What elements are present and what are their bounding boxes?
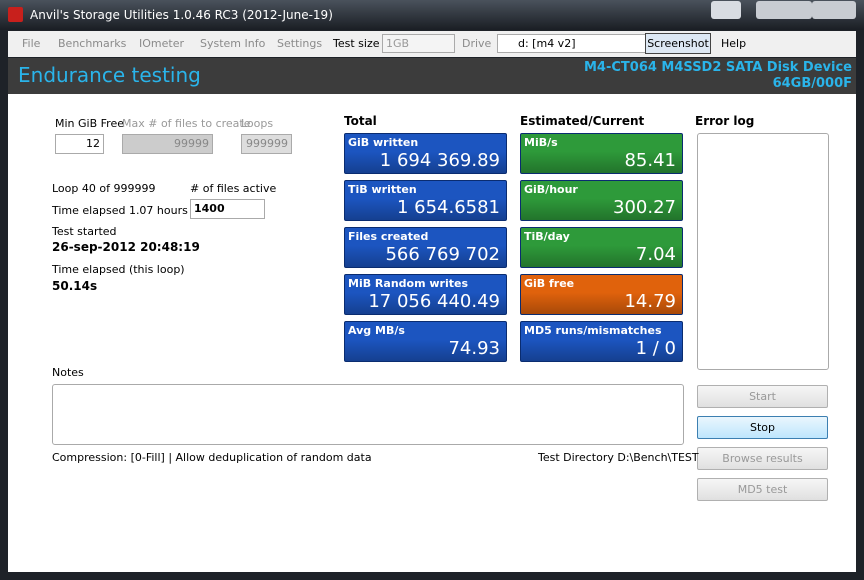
metric-tile: Avg MB/s 74.93 xyxy=(344,321,507,362)
metric-value: 566 769 702 xyxy=(385,244,500,265)
menu-item[interactable]: System Info xyxy=(200,37,266,50)
notes-label: Notes xyxy=(52,366,84,379)
menu-item[interactable]: Help xyxy=(721,37,747,50)
column-title: Estimated/Current xyxy=(520,114,645,128)
files-active: 1400 xyxy=(190,199,265,219)
metric-label: TiB written xyxy=(348,183,417,196)
test-size-combo[interactable]: 1GB xyxy=(382,34,455,53)
metric-tile: GiB written 1 694 369.89 xyxy=(344,133,507,174)
menu-item[interactable]: Benchmarks xyxy=(58,37,127,50)
content: Min GiB Free 12 Max # of files to create… xyxy=(8,94,856,572)
label: Min GiB Free xyxy=(55,117,124,130)
elapsed: Time elapsed 1.07 hours xyxy=(52,204,188,217)
metric-tile: MiB Random writes 17 056 440.49 xyxy=(344,274,507,315)
menu-bar: File Benchmarks IOmeter System Info Sett… xyxy=(8,31,856,57)
started: 26-sep-2012 20:48:19 xyxy=(52,240,200,254)
md5-button[interactable]: MD5 test xyxy=(697,478,828,501)
metric-label: Files created xyxy=(348,230,429,243)
metric-tile: Files created 566 769 702 xyxy=(344,227,507,268)
firmware: 64GB/000F xyxy=(772,76,852,91)
notes-box[interactable] xyxy=(52,384,684,445)
screenshot-button[interactable]: Screenshot xyxy=(645,33,711,54)
metric-tile: MiB/s 85.41 xyxy=(520,133,683,174)
metric-tile: GiB free 14.79 xyxy=(520,274,683,315)
compression: Compression: [0-Fill] | Allow deduplicat… xyxy=(52,451,372,464)
header: Endurance testing M4-CT064 M4SSD2 SATA D… xyxy=(8,58,856,94)
browse-button[interactable]: Browse results xyxy=(697,447,828,470)
max-files-input[interactable]: 99999 xyxy=(122,134,213,154)
metric-tile: TiB written 1 654.6581 xyxy=(344,180,507,221)
metric-value: 1 / 0 xyxy=(635,338,676,359)
metric-tile: GiB/hour 300.27 xyxy=(520,180,683,221)
min-max-buttons[interactable] xyxy=(756,1,812,19)
start-button[interactable]: Start xyxy=(697,385,828,408)
menu-item[interactable]: File xyxy=(22,37,41,50)
page-title: Endurance testing xyxy=(18,63,201,87)
metric-label: MD5 runs/mismatches xyxy=(524,324,662,337)
error-log xyxy=(697,133,829,370)
label: Time elapsed (this loop) xyxy=(52,263,185,276)
label: Loops xyxy=(241,117,274,130)
menu-item[interactable]: IOmeter xyxy=(139,37,184,50)
device: M4-CT064 M4SSD2 SATA Disk Device xyxy=(583,60,852,75)
loop-status: Loop 40 of 999999 xyxy=(52,182,156,195)
metric-label: GiB free xyxy=(524,277,575,290)
title-bar: Anvil's Storage Utilities 1.0.46 RC3 (20… xyxy=(0,0,864,30)
label: Test started xyxy=(52,225,117,238)
metric-label: Avg MB/s xyxy=(348,324,405,337)
label: Test size xyxy=(333,37,380,50)
metric-tile: MD5 runs/mismatches 1 / 0 xyxy=(520,321,683,362)
close-button[interactable] xyxy=(812,1,856,19)
metric-value: 7.04 xyxy=(635,244,676,265)
metric-value: 14.79 xyxy=(624,291,676,312)
metric-tile: TiB/day 7.04 xyxy=(520,227,683,268)
app-icon xyxy=(8,7,23,22)
loops-input[interactable]: 999999 xyxy=(241,134,292,154)
window-title: Anvil's Storage Utilities 1.0.46 RC3 (20… xyxy=(30,8,333,22)
metric-label: TiB/day xyxy=(524,230,570,243)
metric-value: 1 654.6581 xyxy=(396,197,500,218)
metric-label: GiB/hour xyxy=(524,183,578,196)
label: # of files active xyxy=(190,182,277,195)
metric-value: 300.27 xyxy=(613,197,676,218)
label: Drive xyxy=(462,37,492,50)
column-title: Total xyxy=(344,114,377,128)
directory: Test Directory D:\Bench\TEST xyxy=(538,451,699,464)
min-free-input[interactable]: 12 xyxy=(55,134,104,154)
metric-value: 1 694 369.89 xyxy=(379,150,500,171)
stop-button[interactable]: Stop xyxy=(697,416,828,439)
metric-value: 17 056 440.49 xyxy=(368,291,500,312)
metric-value: 74.93 xyxy=(448,338,500,359)
error-log-title: Error log xyxy=(695,114,755,128)
metric-label: MiB/s xyxy=(524,136,558,149)
label: Max # of files to create xyxy=(122,117,251,130)
metric-label: GiB written xyxy=(348,136,419,149)
drive-combo[interactable]: d: [m4 v2] xyxy=(497,34,659,53)
menu-item[interactable]: Settings xyxy=(277,37,323,50)
restore-tool[interactable] xyxy=(711,1,741,19)
metric-label: MiB Random writes xyxy=(348,277,469,290)
metric-value: 85.41 xyxy=(624,150,676,171)
loop-elapsed: 50.14s xyxy=(52,279,98,293)
